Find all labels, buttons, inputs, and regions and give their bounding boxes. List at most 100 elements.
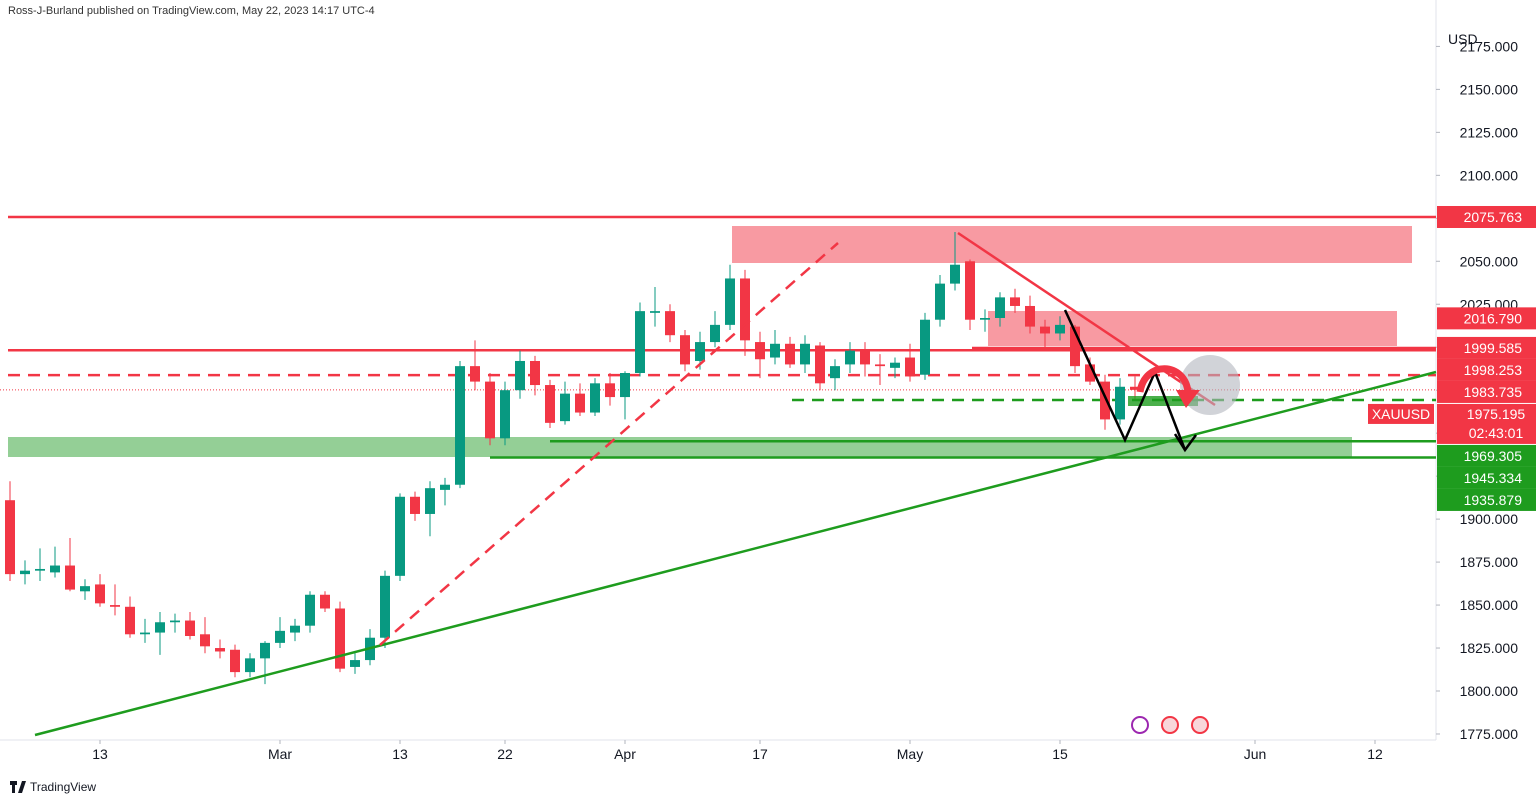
price-label-box — [1437, 307, 1536, 330]
supply-zone — [732, 226, 1412, 263]
y-tick-label: 2150.000 — [1460, 81, 1519, 97]
event-icon — [1191, 716, 1209, 734]
y-tick-label: 1775.000 — [1460, 726, 1519, 742]
candle-body — [875, 364, 885, 367]
brand: TradingView — [30, 780, 97, 794]
footer: TradingView — [10, 780, 96, 794]
candle-body — [1085, 364, 1095, 382]
price-label-box — [1437, 488, 1536, 511]
candle-body — [20, 570, 30, 575]
x-tick-label: Jun — [1244, 746, 1267, 762]
candle-body — [425, 488, 435, 514]
candle-body — [650, 311, 660, 313]
price-label-box — [1437, 358, 1536, 381]
trendline — [379, 242, 839, 646]
candle-body — [800, 343, 810, 365]
x-tick-label: 22 — [497, 746, 513, 762]
logo — [10, 781, 26, 793]
candle-body — [275, 630, 285, 643]
candle-body — [5, 500, 15, 575]
y-tick-label: 1900.000 — [1460, 511, 1519, 527]
candle-body — [440, 484, 450, 490]
candle-body — [395, 496, 405, 576]
candle-body — [335, 608, 345, 669]
price-label-box — [1437, 466, 1536, 489]
candle-body — [1055, 324, 1065, 334]
price-label-box — [1437, 444, 1536, 467]
x-tick-label: 13 — [92, 746, 108, 762]
candle-body — [110, 605, 120, 607]
candle-body — [815, 345, 825, 384]
candle-body — [890, 362, 900, 368]
candle-body — [575, 393, 585, 413]
event-icon — [1161, 716, 1179, 734]
price-label: 2016.790 — [1464, 310, 1523, 326]
candle-body — [485, 381, 495, 439]
axis: 1775.000 1800.000 1825.000 1850.000 1875.000… — [1368, 38, 1536, 742]
candle-body — [1100, 381, 1110, 420]
candle-body — [1040, 326, 1050, 334]
candle-body — [1070, 326, 1080, 367]
candle-body — [620, 373, 630, 398]
price-label: 1945.334 — [1464, 470, 1523, 486]
candle-body — [515, 360, 525, 391]
candle-body — [455, 366, 465, 485]
candle-body — [65, 565, 75, 590]
candle-body — [410, 496, 420, 514]
y-tick-label: 2125.000 — [1460, 124, 1519, 140]
trendline — [34, 370, 1437, 737]
chart: 1775.000 1800.000 1825.000 1850.000 1875.000… — [0, 0, 1536, 762]
candle-body — [695, 342, 705, 361]
candle-body — [785, 343, 795, 365]
y-tick-label: 2100.000 — [1460, 167, 1519, 183]
price-label: 1969.305 — [1464, 448, 1523, 464]
candle-body — [665, 311, 675, 336]
candle-body — [380, 575, 390, 638]
symbol-box — [1368, 403, 1434, 424]
candle-body — [920, 319, 930, 375]
marker — [1180, 355, 1240, 415]
candle-body — [350, 660, 360, 667]
candle-body — [95, 584, 105, 604]
x-tick-label: Mar — [268, 746, 292, 762]
y-tick-label: 1825.000 — [1460, 640, 1519, 656]
candle-body — [680, 335, 690, 365]
last-price-label: 1975.195 — [1467, 406, 1526, 422]
curved-arrow — [1136, 365, 1192, 393]
price-label: 1998.253 — [1464, 362, 1523, 378]
currency: USD — [1448, 31, 1478, 47]
candle-body — [140, 632, 150, 635]
y-tick-label: 1875.000 — [1460, 554, 1519, 570]
event-icon — [1131, 716, 1149, 734]
candle-body — [215, 648, 225, 652]
candle-body — [155, 622, 165, 633]
candle-body — [200, 634, 210, 647]
arrow-head — [1176, 390, 1200, 408]
candle-body — [560, 393, 570, 422]
y-tick-label: 2050.000 — [1460, 253, 1519, 269]
candle-body — [470, 366, 480, 382]
candle-body — [635, 311, 645, 374]
candle-body — [230, 649, 240, 673]
candle-body — [845, 350, 855, 365]
zones — [8, 226, 1412, 457]
candle-body — [125, 606, 135, 635]
symbol: XAUUSD — [1372, 406, 1430, 422]
candle-body — [995, 297, 1005, 319]
candle-body — [1010, 297, 1020, 306]
candles — [5, 232, 1140, 685]
candle-body — [950, 264, 960, 284]
trendline — [957, 231, 1216, 407]
candle-body — [1025, 305, 1035, 327]
candle-body — [605, 383, 615, 398]
x-tick-label: 17 — [752, 746, 768, 762]
candle-body — [170, 620, 180, 623]
y-tick-label: 1800.000 — [1460, 683, 1519, 699]
price-label: 1983.735 — [1464, 384, 1523, 400]
candle-body — [740, 278, 750, 341]
price-label: 1935.879 — [1464, 492, 1523, 508]
x-tick-label: 13 — [392, 746, 408, 762]
y-tick-label: 2175.000 — [1460, 38, 1519, 54]
candle-body — [965, 261, 975, 320]
candle-body — [830, 366, 840, 379]
